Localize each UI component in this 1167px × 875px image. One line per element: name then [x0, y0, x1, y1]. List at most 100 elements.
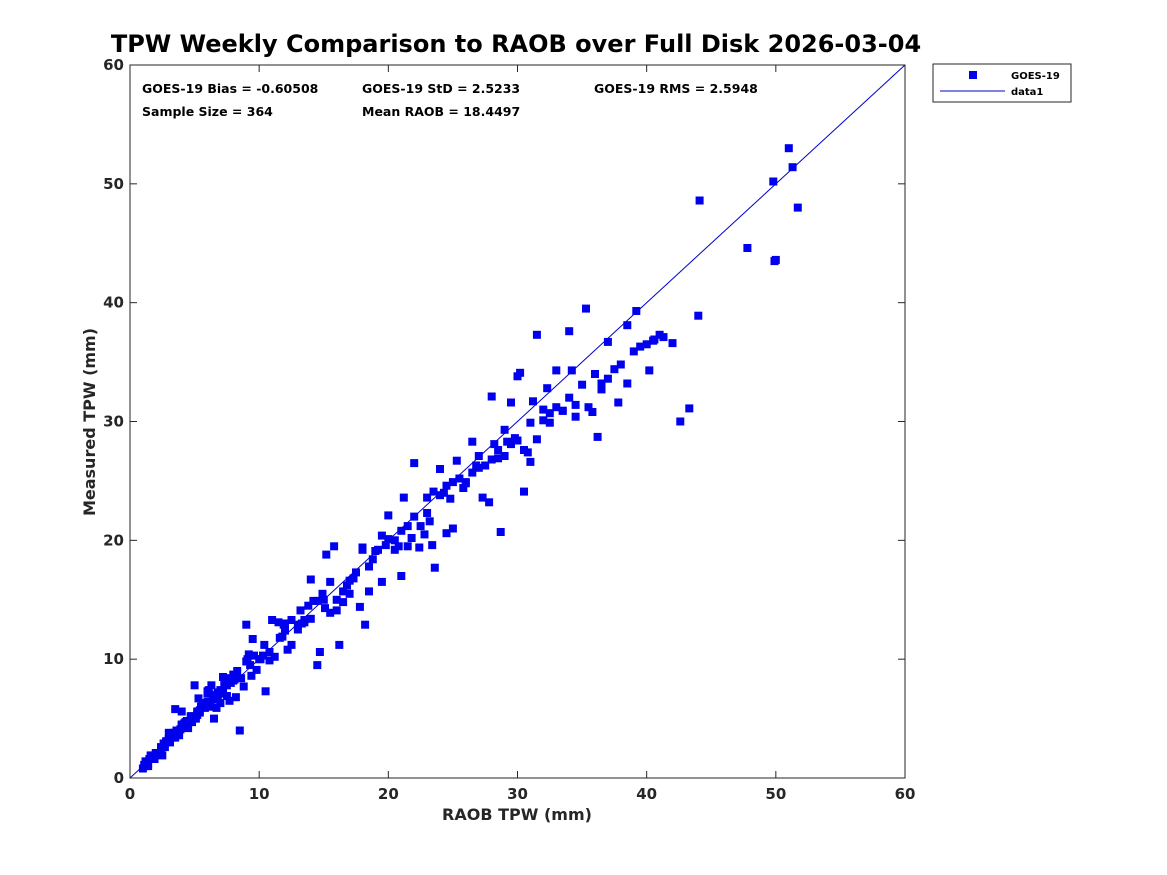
data-point — [526, 457, 535, 466]
data-point — [532, 330, 541, 339]
data-point — [164, 728, 173, 737]
legend-label-goes19: GOES-19 — [1011, 71, 1060, 82]
data-point — [397, 572, 406, 580]
data-point — [472, 461, 481, 470]
data-point — [487, 392, 496, 401]
data-point — [242, 620, 251, 629]
data-point — [623, 321, 632, 330]
data-point — [220, 678, 229, 687]
data-point — [313, 661, 322, 670]
data-point — [632, 307, 641, 315]
data-point — [442, 529, 451, 538]
data-point — [793, 203, 802, 212]
data-point — [225, 696, 234, 705]
data-point — [571, 412, 580, 421]
data-point — [339, 598, 348, 607]
stat-bias: GOES-19 Bias = -0.60508 — [142, 81, 318, 96]
data-point — [358, 543, 367, 552]
data-point — [588, 408, 597, 416]
data-point — [423, 509, 432, 517]
data-point — [558, 406, 567, 415]
data-point — [520, 487, 528, 496]
data-point — [231, 693, 240, 702]
stat-sample-size: Sample Size = 364 — [142, 104, 273, 119]
data-point — [259, 651, 267, 660]
data-point — [309, 596, 318, 605]
data-point — [597, 379, 606, 388]
data-point — [448, 478, 457, 487]
data-point — [420, 530, 429, 539]
data-point — [326, 608, 335, 617]
data-point — [390, 536, 399, 545]
data-point — [339, 587, 348, 596]
data-point — [416, 522, 425, 531]
x-tick-label: 20 — [378, 785, 399, 803]
axis-ticks: 0 10 20 30 40 50 60 0 10 20 30 40 50 60 — [103, 56, 915, 803]
data-point — [261, 687, 270, 696]
data-point — [500, 452, 509, 460]
x-tick-label: 10 — [249, 785, 270, 803]
data-point — [695, 196, 704, 205]
data-point — [507, 398, 515, 407]
data-point — [144, 762, 153, 771]
data-point — [410, 512, 419, 521]
data-point — [468, 468, 477, 477]
data-point — [788, 163, 797, 172]
goes19-points — [138, 144, 802, 773]
y-tick-label: 10 — [103, 650, 124, 668]
data-point — [296, 606, 305, 615]
data-point — [603, 374, 612, 383]
data-point — [306, 614, 315, 623]
data-point — [487, 455, 496, 464]
data-point — [425, 517, 434, 526]
data-point — [349, 574, 358, 583]
data-point — [179, 722, 187, 731]
data-point — [636, 342, 645, 351]
stat-mean-raob: Mean RAOB = 18.4497 — [362, 104, 520, 119]
x-tick-label: 60 — [895, 785, 916, 803]
data-point — [160, 743, 169, 752]
data-point — [278, 632, 287, 641]
data-point — [355, 602, 364, 611]
data-point — [397, 526, 406, 535]
data-point — [322, 550, 331, 559]
data-point — [141, 757, 150, 766]
data-point — [642, 340, 651, 349]
data-point — [332, 606, 341, 615]
data-point — [332, 595, 341, 604]
x-tick-label: 40 — [636, 785, 657, 803]
data-point — [281, 626, 289, 635]
data-point — [526, 418, 535, 427]
x-tick-label: 0 — [125, 785, 135, 803]
data-point — [603, 337, 612, 346]
data-point — [384, 511, 393, 520]
data1-line — [129, 64, 906, 779]
data-point — [394, 542, 403, 551]
data-point — [584, 403, 593, 412]
y-tick-label: 50 — [103, 175, 124, 193]
data-point — [244, 650, 253, 659]
data-point — [297, 619, 306, 628]
data-point — [204, 686, 213, 695]
data-point — [343, 581, 351, 590]
data-point — [439, 488, 448, 497]
data-point — [319, 595, 328, 604]
data-point — [565, 327, 574, 336]
data-point — [384, 535, 393, 544]
data-point — [221, 674, 230, 683]
data-point — [377, 577, 386, 586]
data-point — [195, 706, 204, 715]
data-point — [539, 405, 548, 414]
data-point — [523, 448, 532, 457]
x-axis-label: RAOB TPW (mm) — [442, 805, 592, 824]
data-point — [326, 577, 335, 586]
data-point — [629, 347, 638, 356]
data-point — [304, 601, 313, 610]
data-point — [485, 498, 494, 507]
data-point — [543, 384, 552, 393]
data-point — [743, 244, 752, 252]
data-point — [399, 493, 408, 502]
data-point — [374, 545, 382, 554]
data-point — [784, 144, 793, 153]
data-point — [578, 380, 587, 389]
